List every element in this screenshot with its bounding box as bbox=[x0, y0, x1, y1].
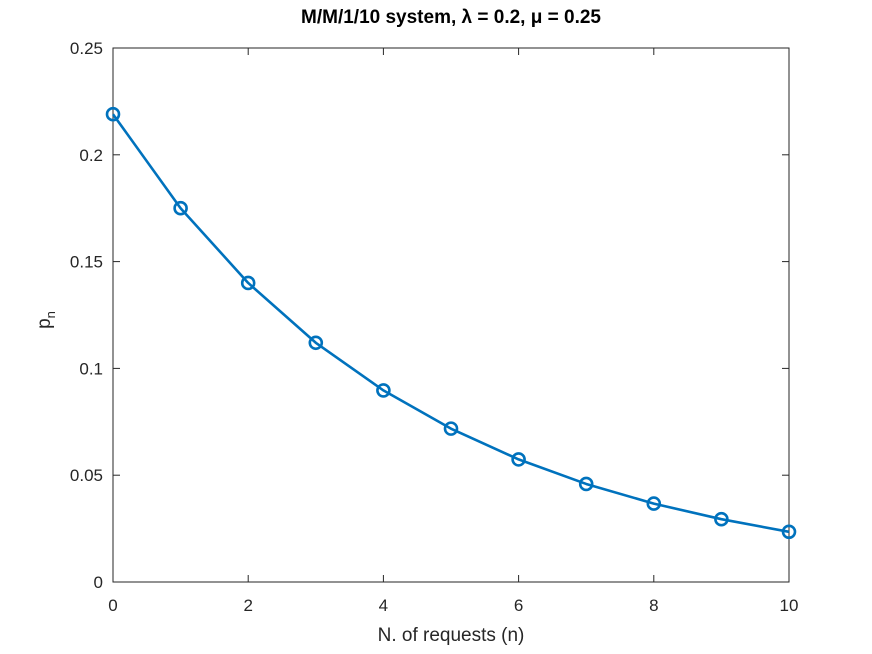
x-tick-label: 4 bbox=[379, 596, 388, 615]
data-point bbox=[714, 511, 729, 527]
data-series bbox=[105, 106, 797, 540]
y-tick-label: 0.25 bbox=[70, 39, 103, 58]
data-point bbox=[511, 452, 526, 467]
data-point bbox=[105, 106, 121, 122]
x-tick-label: 10 bbox=[780, 596, 799, 615]
y-tick-label: 0.15 bbox=[70, 253, 103, 272]
data-point bbox=[376, 383, 391, 398]
y-tick-label: 0.05 bbox=[70, 466, 103, 485]
y-tick-label: 0 bbox=[94, 573, 103, 592]
x-tick-label: 0 bbox=[108, 596, 117, 615]
plot-area bbox=[112, 47, 790, 583]
x-tick-label: 6 bbox=[514, 596, 523, 615]
x-axis-ticks: 0 2 4 6 8 10 bbox=[108, 48, 798, 615]
series-line bbox=[111, 113, 790, 534]
y-axis-ticks: 0 0.05 0.1 0.15 0.2 0.25 bbox=[70, 39, 789, 592]
chart-title: M/M/1/10 system, λ = 0.2, μ = 0.25 bbox=[301, 7, 601, 28]
data-point bbox=[781, 524, 797, 540]
data-point bbox=[646, 496, 662, 511]
axes-box bbox=[112, 47, 790, 583]
data-point bbox=[443, 421, 459, 436]
data-point bbox=[240, 275, 256, 291]
y-tick-label: 0.2 bbox=[79, 146, 103, 165]
y-axis-label-main: p bbox=[34, 318, 55, 329]
x-tick-label: 8 bbox=[649, 596, 658, 615]
x-tick-label: 2 bbox=[243, 596, 252, 615]
data-point bbox=[308, 335, 324, 351]
x-axis-label: N. of requests (n) bbox=[378, 625, 525, 646]
y-axis-label-subscript: n bbox=[43, 311, 58, 318]
data-point bbox=[578, 476, 594, 492]
y-tick-label: 0.1 bbox=[79, 359, 103, 378]
data-point bbox=[173, 200, 188, 216]
y-axis-label: pn bbox=[34, 311, 58, 329]
